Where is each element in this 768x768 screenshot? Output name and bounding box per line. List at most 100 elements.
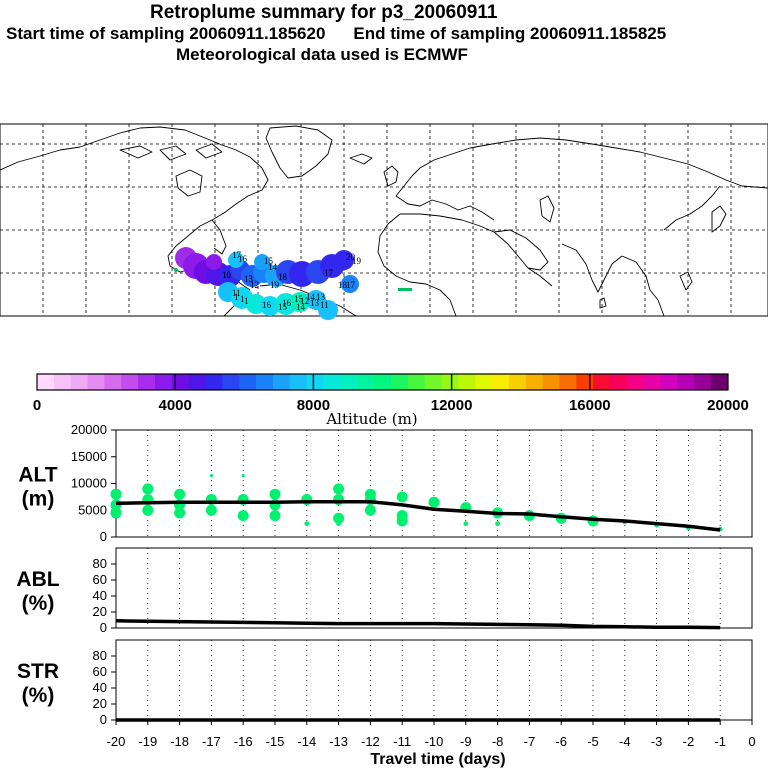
colorbar-swatch <box>711 374 729 390</box>
panel-ylabel-unit: (m) <box>22 488 55 511</box>
panel-ylabel-name: STR <box>17 660 59 683</box>
plume-age-label: 1 <box>234 292 239 302</box>
colorbar-tick-label: 20000 <box>707 397 749 414</box>
colorbar-swatch <box>559 374 577 390</box>
x-axis-title: Travel time (days) <box>370 751 505 768</box>
y-tick-label: 20000 <box>71 422 107 437</box>
colorbar-swatch <box>508 374 527 390</box>
plume-cluster <box>334 250 354 270</box>
y-tick-label: 15000 <box>71 449 107 464</box>
x-tick-label: -20 <box>107 734 126 749</box>
altitude-point <box>364 504 376 516</box>
series-line <box>115 619 721 630</box>
plume-age-label: 10 <box>222 270 232 280</box>
east-asia-outline <box>663 185 721 231</box>
x-tick-label: -7 <box>524 734 536 749</box>
plume-age-label: 12 <box>300 296 309 306</box>
colorbar-swatch <box>104 374 122 390</box>
japan-outline <box>711 205 727 233</box>
colorbar-swatch <box>256 374 274 390</box>
philippines-outline <box>679 271 693 291</box>
y-tick-label: 5000 <box>78 502 107 517</box>
colorbar-tick-label: 12000 <box>431 397 473 414</box>
plume-age-label: 11 <box>320 300 329 310</box>
y-tick-label: 60 <box>93 664 107 679</box>
colorbar-swatch <box>188 374 206 390</box>
plume-cluster <box>254 254 270 270</box>
plume-age-label: 12 <box>250 280 259 290</box>
altitude-point <box>205 504 217 516</box>
map-frame <box>0 123 768 317</box>
colorbar-tick-label: 16000 <box>569 397 611 414</box>
plume-age-label: 17 <box>324 268 334 278</box>
colorbar-swatch <box>610 374 628 390</box>
colorbar-swatch <box>70 374 88 390</box>
x-tick-label: -15 <box>266 734 285 749</box>
page-title: Retroplume summary for p3_20060911 <box>150 2 498 23</box>
altitude-point <box>396 491 408 503</box>
plume-cluster <box>318 300 338 320</box>
x-tick-label: -9 <box>460 734 472 749</box>
colorbar-swatch <box>660 374 678 390</box>
altitude-point <box>142 483 154 495</box>
receptor-marker <box>174 268 178 272</box>
colorbar-swatch <box>205 374 223 390</box>
y-tick-label: 20 <box>93 604 107 619</box>
met-data-label: Meteorological data used is ECMWF <box>176 45 468 64</box>
altitude-point <box>209 473 213 478</box>
colorbar-swatch <box>222 374 240 390</box>
altitude-point <box>428 496 440 508</box>
y-tick-label: 80 <box>93 648 107 663</box>
y-tick-label: 0 <box>100 620 107 635</box>
colorbar-swatch <box>289 374 308 390</box>
panel-ylabel-unit: (%) <box>22 592 55 615</box>
panel-ylabel-name: ALT <box>18 464 57 487</box>
eurasia-outline <box>395 137 768 197</box>
x-tick-label: -11 <box>393 734 411 749</box>
x-tick-label: 0 <box>748 734 755 749</box>
plume-cluster <box>228 252 244 268</box>
colorbar-swatch <box>492 374 510 390</box>
altitude-point <box>110 488 122 500</box>
plume-age-label: 17 <box>232 250 242 260</box>
plume-age-label: 15 <box>294 294 304 304</box>
colorbar-swatch <box>407 374 426 390</box>
plume-age-label: 13 <box>310 298 320 308</box>
x-tick-label: -6 <box>555 734 567 749</box>
colorbar-swatch <box>340 374 358 390</box>
x-tick-label: -5 <box>587 734 599 749</box>
colorbar-swatch <box>458 374 476 390</box>
colorbar-frame <box>36 373 729 391</box>
sri-lanka-outline <box>599 297 607 309</box>
colorbar-swatch <box>441 374 459 390</box>
y-tick-label: 40 <box>93 680 107 695</box>
plume-age-label: 20 <box>346 252 356 262</box>
plume-cluster <box>290 292 310 312</box>
x-tick-label: -2 <box>683 734 695 749</box>
x-tick-label: -8 <box>492 734 504 749</box>
altitude-point <box>336 521 341 527</box>
colorbar-swatch <box>171 374 190 390</box>
altitude-point <box>304 521 310 527</box>
plume-fragment <box>398 288 412 291</box>
altitude-point <box>495 521 500 527</box>
arctic-islands-outline <box>119 143 223 161</box>
colorbar-swatch <box>37 374 55 390</box>
x-tick-label: -13 <box>329 734 348 749</box>
altitude-point <box>396 515 408 527</box>
altitude-point <box>463 521 469 527</box>
colorbar-swatch <box>576 374 594 390</box>
x-tick-label: -10 <box>425 734 444 749</box>
plume-age-label: 18 <box>278 272 288 282</box>
colorbar-swatch <box>357 374 375 390</box>
altitude-point <box>269 510 281 522</box>
colorbar-tick-label: 8000 <box>297 397 330 414</box>
plume-age-label: 17 <box>346 280 356 290</box>
y-tick-label: 10000 <box>71 476 107 491</box>
x-tick-label: -16 <box>234 734 253 749</box>
altitude-point <box>174 488 186 500</box>
plume-age-label: 14 <box>296 302 306 312</box>
